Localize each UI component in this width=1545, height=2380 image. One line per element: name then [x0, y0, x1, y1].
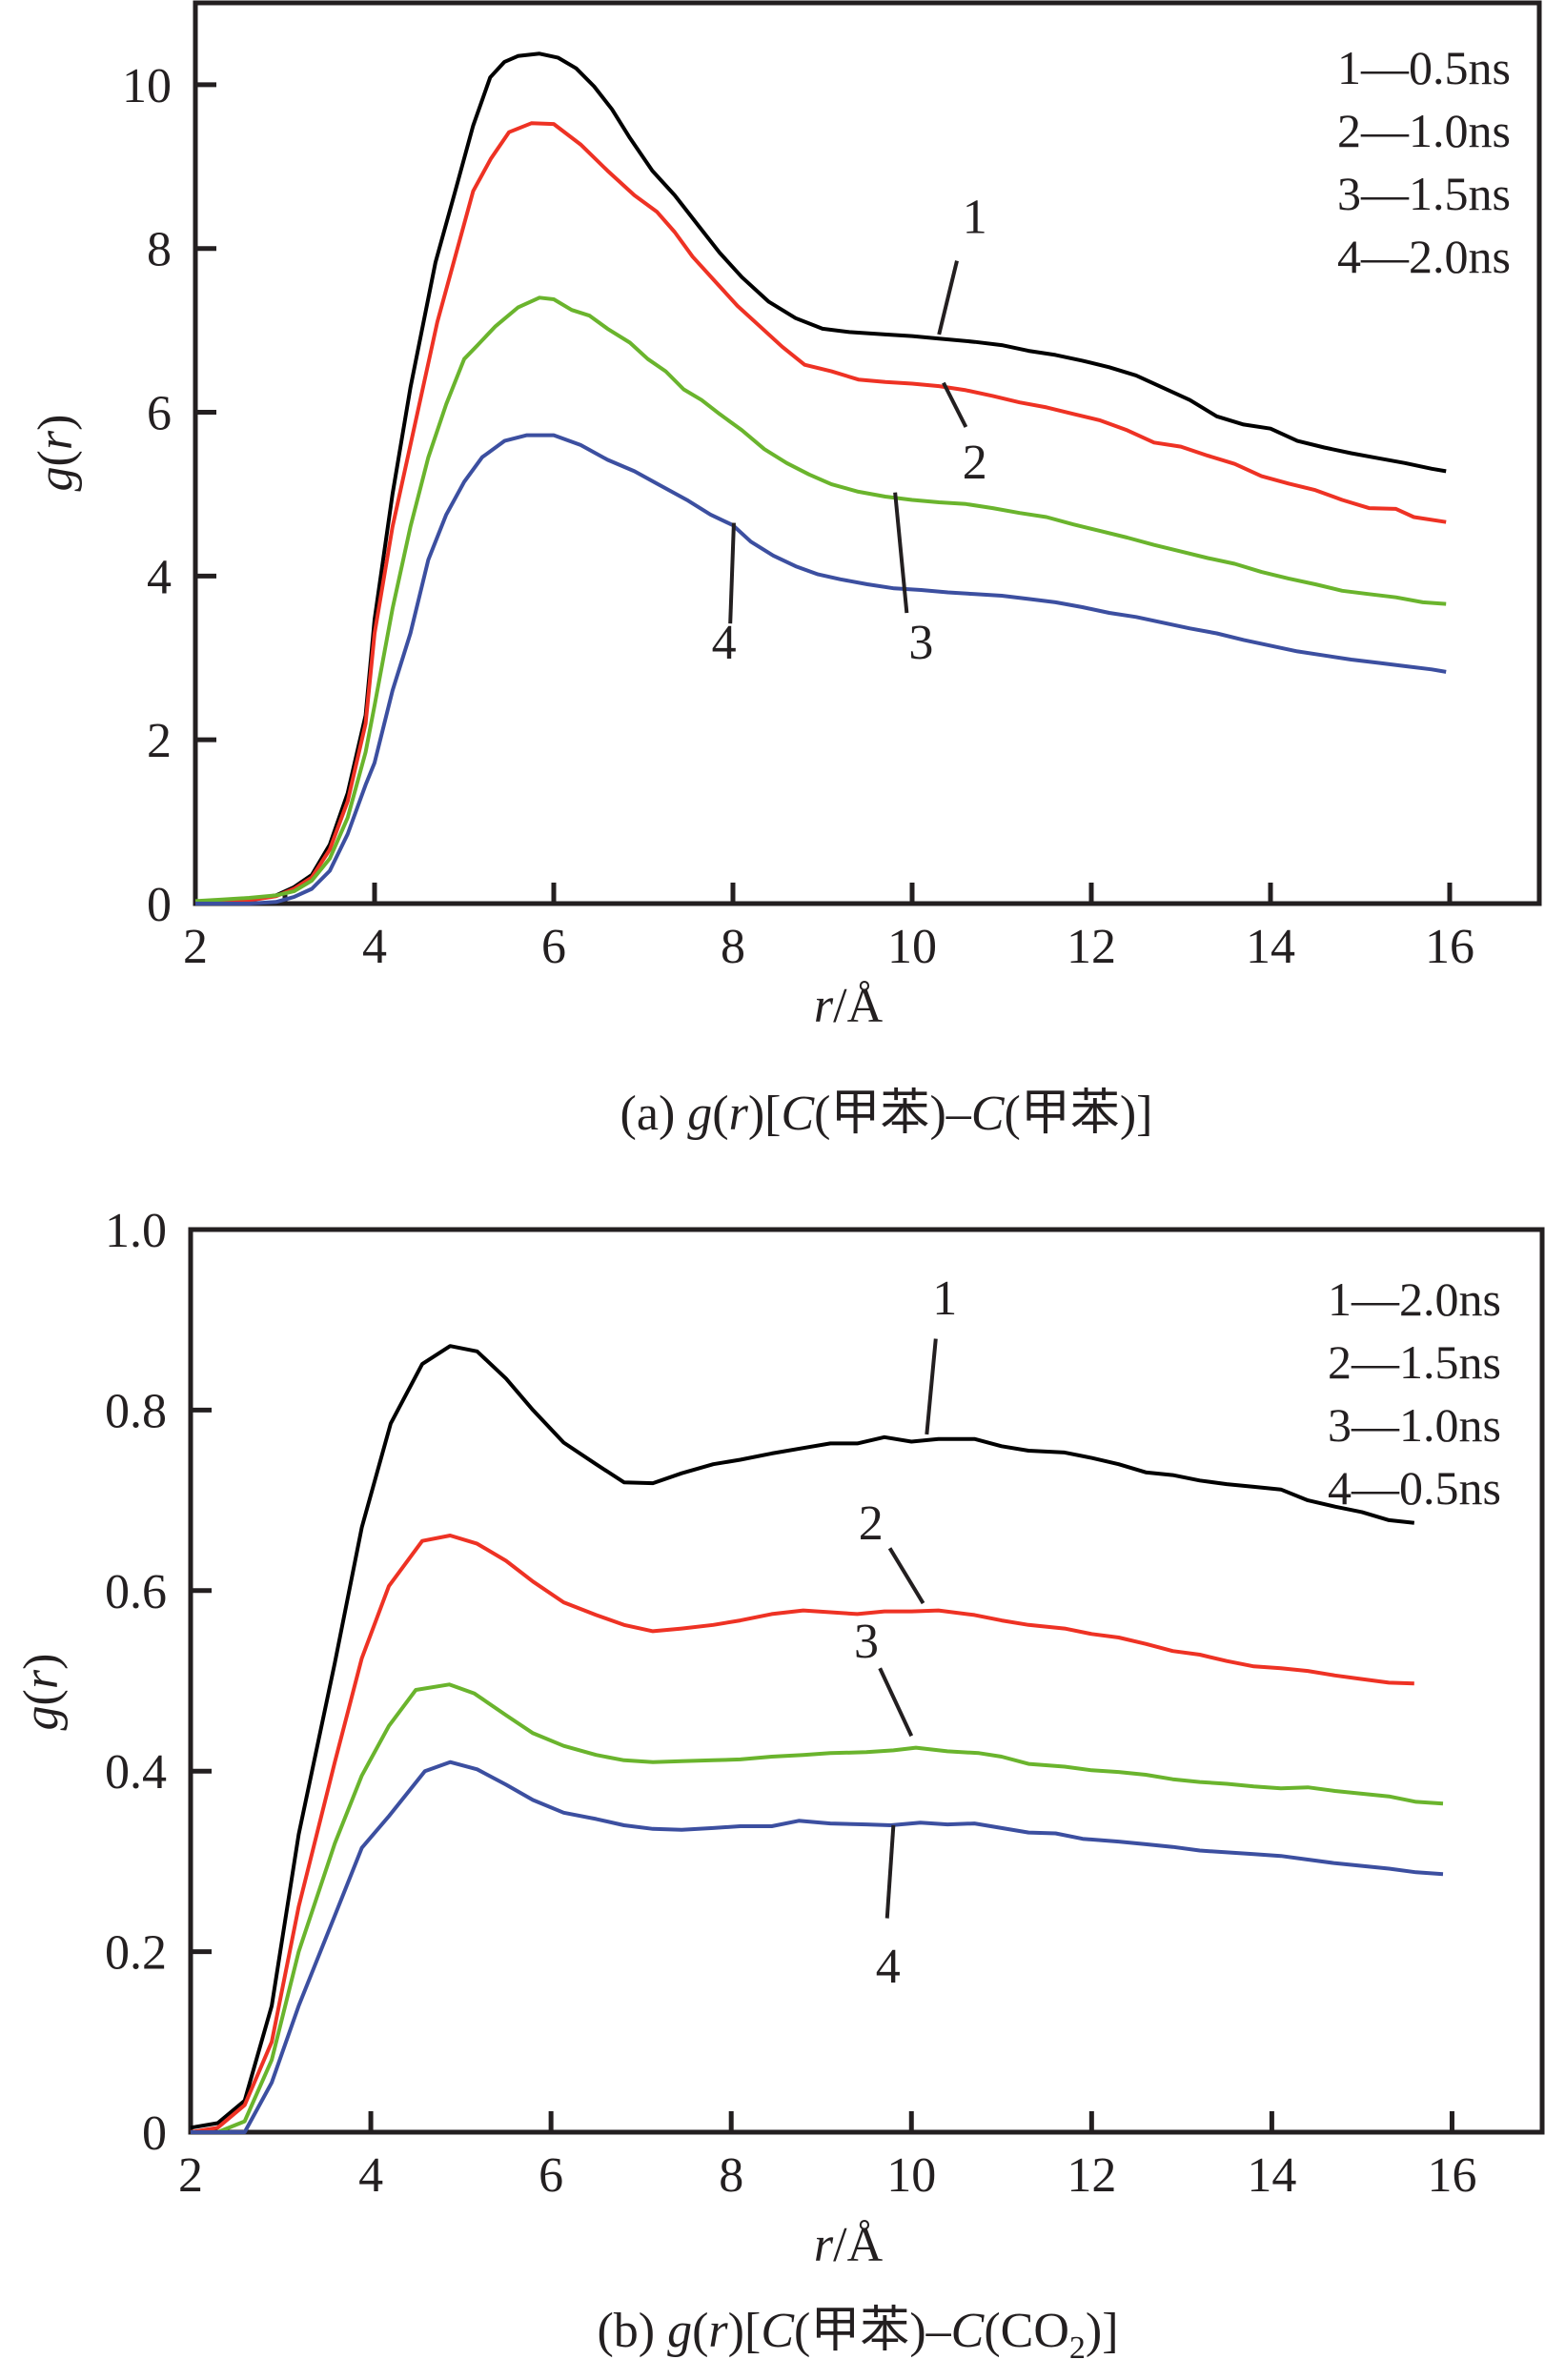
legend-entry-a: 2—1.0ns	[1337, 104, 1511, 157]
y-tick-label-b: 0	[142, 2106, 167, 2161]
y-tick-label-b: 0.2	[105, 1926, 167, 1981]
annotation-leader-b-1	[925, 1338, 938, 1435]
y-tick-label-b: 1.0	[105, 1204, 167, 1258]
annotation-leader-b-3	[878, 1667, 914, 1738]
series-line-b-2	[190, 1534, 1414, 2134]
y-tick-label-a: 6	[147, 387, 172, 441]
axes-frame-a	[193, 0, 1542, 906]
annotation-leader-b-4	[884, 1824, 896, 1919]
y-tick-label-a: 4	[147, 550, 172, 604]
axes-frame-b	[188, 1227, 1545, 2135]
series-line-a-1	[194, 51, 1447, 905]
legend-a: 1—0.5ns 2—1.0ns 3—1.5ns 4—2.0ns	[1337, 41, 1511, 283]
x-tick-label-a: 12	[1067, 920, 1116, 974]
annotation-label-b-3: 3	[854, 1615, 879, 1669]
series-group-a	[194, 51, 1447, 905]
series-line-b-3	[191, 1682, 1444, 2134]
annotation-leader-a-3	[893, 492, 909, 614]
annotations-a: 1 2 3 4	[712, 190, 987, 670]
annotation-label-b-4: 4	[876, 1940, 901, 1994]
annotation-leader-b-2	[887, 1547, 925, 1605]
annotation-label-a-3: 3	[908, 616, 933, 670]
series-line-a-3	[194, 295, 1447, 904]
series-line-a-4	[195, 433, 1447, 905]
annotations-b: 1 2 3 4	[854, 1271, 957, 1994]
x-tick-label-b: 10	[886, 2148, 936, 2203]
legend-entry-a: 1—0.5ns	[1337, 41, 1511, 94]
x-axis-label-b: r/Å	[814, 2218, 884, 2272]
x-tick-label-a: 10	[887, 920, 937, 974]
y-tick-label-a: 10	[122, 59, 172, 113]
legend-entry-b: 4—0.5ns	[1328, 1461, 1501, 1515]
y-tick-label-b: 0.8	[105, 1384, 167, 1438]
x-tick-label-b: 6	[539, 2148, 563, 2203]
x-tick-label-b: 4	[358, 2148, 383, 2203]
series-line-a-2	[194, 121, 1447, 905]
y-tick-label-b: 0.4	[105, 1745, 167, 1800]
caption-a: (a) g(r)[C(甲苯)–C(甲苯)]	[620, 1087, 1153, 1141]
x-tick-label-a: 6	[541, 920, 566, 974]
legend-entry-b: 2—1.5ns	[1328, 1335, 1501, 1389]
legend-b: 1—2.0ns 2—1.5ns 3—1.0ns 4—0.5ns	[1328, 1272, 1501, 1515]
x-tick-label-b: 16	[1427, 2148, 1476, 2203]
annotation-label-a-2: 2	[963, 436, 987, 490]
x-tick-label-a: 2	[183, 920, 208, 974]
y-tick-label-a: 8	[147, 223, 172, 277]
y-tick-label-b: 0.6	[105, 1565, 167, 1619]
y-axis-label-b: g(r)	[14, 1654, 69, 1731]
annotation-leader-a-2	[942, 381, 968, 428]
annotation-label-a-4: 4	[712, 616, 737, 670]
x-tick-label-b: 12	[1067, 2148, 1116, 2203]
annotation-label-b-2: 2	[859, 1496, 884, 1551]
series-line-b-4	[191, 1760, 1444, 2134]
y-tick-label-a: 0	[147, 878, 172, 932]
legend-entry-b: 1—2.0ns	[1328, 1272, 1501, 1326]
x-tick-label-a: 14	[1246, 920, 1295, 974]
y-tick-label-a: 2	[147, 714, 172, 768]
x-axis-label-a: r/Å	[814, 979, 884, 1033]
annotation-leader-a-1	[937, 260, 959, 336]
annotation-label-b-1: 1	[932, 1271, 957, 1326]
x-tick-label-a: 4	[362, 920, 387, 974]
series-line-b-1	[190, 1344, 1415, 2130]
y-axis-label-a: g(r)	[29, 415, 83, 492]
series-group-b	[190, 1344, 1444, 2134]
caption-b: (b) g(r)[C(甲苯)–C(CO2)]	[597, 2304, 1118, 2366]
x-tick-label-b: 8	[719, 2148, 743, 2203]
legend-entry-a: 3—1.5ns	[1337, 167, 1511, 220]
legend-entry-b: 3—1.0ns	[1328, 1398, 1501, 1452]
x-tick-label-a: 8	[721, 920, 745, 974]
annotation-label-a-1: 1	[963, 190, 987, 244]
x-tick-label-b: 2	[178, 2148, 203, 2203]
x-tick-label-a: 16	[1425, 920, 1474, 974]
x-tick-label-b: 14	[1247, 2148, 1296, 2203]
annotation-leader-a-4	[728, 522, 736, 624]
legend-entry-a: 4—2.0ns	[1337, 230, 1511, 283]
